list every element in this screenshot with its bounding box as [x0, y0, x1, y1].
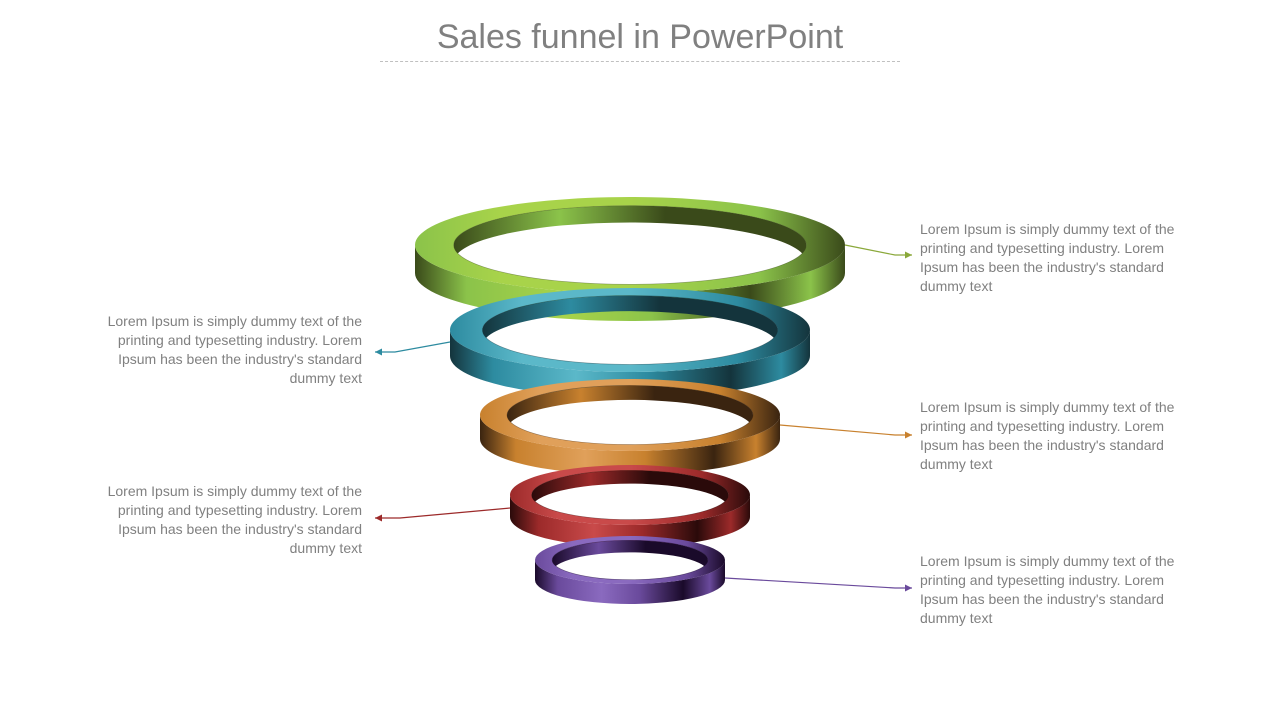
ring-4	[510, 465, 750, 547]
ring-2-arrow	[375, 342, 450, 356]
ring-3	[480, 379, 780, 475]
page-title: Sales funnel in PowerPoint	[0, 18, 1280, 57]
ring-3-arrow	[780, 425, 912, 439]
funnel-diagram: Lorem Ipsum is simply dummy text of the …	[0, 80, 1280, 720]
ring-4-arrow	[375, 508, 510, 522]
ring-4-label: Lorem Ipsum is simply dummy text of the …	[82, 482, 362, 558]
ring-5-arrow	[725, 578, 912, 592]
ring-5	[535, 536, 725, 604]
ring-2-label: Lorem Ipsum is simply dummy text of the …	[82, 312, 362, 388]
ring-1-label: Lorem Ipsum is simply dummy text of the …	[920, 220, 1200, 296]
ring-3-label: Lorem Ipsum is simply dummy text of the …	[920, 398, 1200, 474]
title-underline	[380, 60, 900, 62]
ring-5-label: Lorem Ipsum is simply dummy text of the …	[920, 552, 1200, 628]
ring-1-arrow	[845, 245, 912, 259]
